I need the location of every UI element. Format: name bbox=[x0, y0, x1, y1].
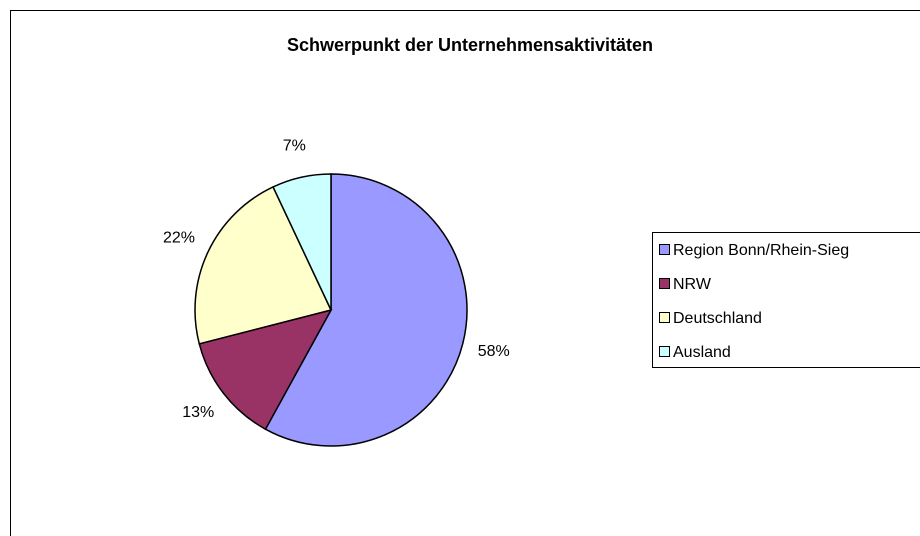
data-label: 7% bbox=[283, 137, 306, 154]
pie-slice bbox=[198, 308, 333, 431]
legend-swatch bbox=[659, 312, 670, 323]
pie-slice bbox=[272, 173, 332, 311]
legend-swatch bbox=[659, 346, 670, 357]
legend-swatch bbox=[659, 244, 670, 255]
data-label: 58% bbox=[478, 343, 510, 360]
legend-label: Deutschland bbox=[673, 310, 762, 327]
legend-label: Ausland bbox=[673, 344, 731, 361]
pie-slice bbox=[264, 173, 468, 447]
chart-title: Schwerpunkt der Unternehmensaktivitäten bbox=[287, 35, 653, 55]
data-label: 13% bbox=[182, 404, 214, 421]
pie-slice bbox=[194, 185, 333, 345]
legend-box bbox=[652, 232, 920, 368]
legend-label: NRW bbox=[673, 276, 712, 293]
legend-label: Region Bonn/Rhein-Sieg bbox=[673, 242, 849, 259]
data-label: 22% bbox=[163, 230, 195, 247]
legend-swatch bbox=[659, 278, 670, 289]
